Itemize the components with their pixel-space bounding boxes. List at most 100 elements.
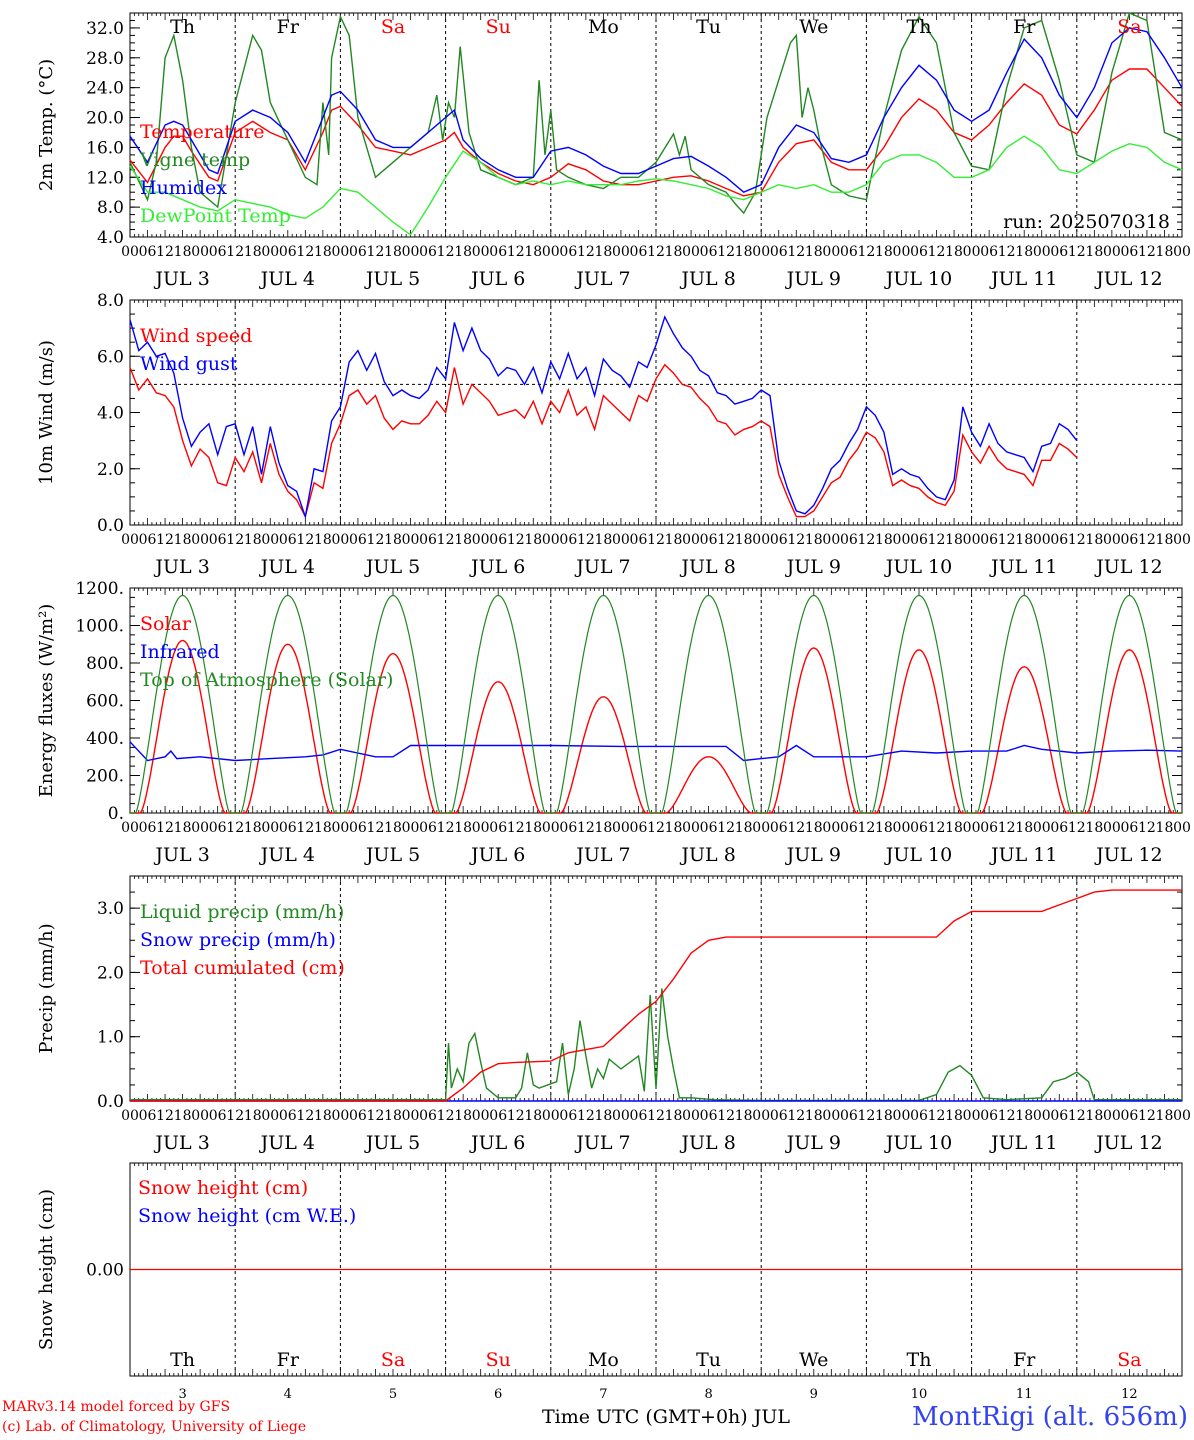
x-date-label: JUL 5 xyxy=(364,556,420,578)
x-hour-label: 06 xyxy=(910,820,928,836)
x-hour-label: 12 xyxy=(296,1108,314,1124)
x-hour-label: 18 xyxy=(1015,1108,1033,1124)
y-tick-label: 1.0 xyxy=(97,1028,124,1048)
series-line xyxy=(130,594,1182,814)
x-hour-label: 06 xyxy=(630,532,648,548)
legend-entry: Snow height (cm) xyxy=(138,1177,308,1199)
x-hour-label: 06 xyxy=(559,532,577,548)
x-hour-label: 00 xyxy=(893,820,911,836)
day-of-week-label: Fr xyxy=(1013,1349,1036,1371)
x-hour-label: 06 xyxy=(980,1108,998,1124)
x-hour-label: 12 xyxy=(1138,820,1156,836)
x-hour-label: 06 xyxy=(139,1108,157,1124)
x-hour-label: 06 xyxy=(1050,1108,1068,1124)
x-hour-label: 06 xyxy=(139,820,157,836)
x-hour-label: 00 xyxy=(1173,1108,1191,1124)
y-tick-label: 1000. xyxy=(75,617,124,637)
x-hour-label: 06 xyxy=(1120,244,1138,260)
x-hour-label: 00 xyxy=(752,244,770,260)
y-axis-label: 10m Wind (m/s) xyxy=(36,340,57,485)
x-hour-label: 18 xyxy=(314,820,332,836)
x-hour-label: 00 xyxy=(402,820,420,836)
x-hour-label: 00 xyxy=(402,532,420,548)
x-hour-label: 12 xyxy=(226,244,244,260)
x-hour-label: 18 xyxy=(735,244,753,260)
x-hour-label: 06 xyxy=(1050,532,1068,548)
x-hour-label: 00 xyxy=(963,820,981,836)
x-hour-label: 12 xyxy=(647,532,665,548)
x-hour-label: 12 xyxy=(296,244,314,260)
x-date-label: JUL 3 xyxy=(153,268,209,290)
series-line xyxy=(129,27,1183,194)
x-hour-label: 12 xyxy=(437,244,455,260)
x-hour-label: 00 xyxy=(1103,820,1121,836)
x-date-label: JUL 11 xyxy=(989,844,1057,866)
x-hour-label: 18 xyxy=(1156,244,1174,260)
x-hour-label: 12 xyxy=(1068,244,1086,260)
x-hour-label: 18 xyxy=(945,1108,963,1124)
x-hour-label: 00 xyxy=(121,532,139,548)
x-hour-label: 06 xyxy=(279,820,297,836)
x-hour-label: 00 xyxy=(1103,1108,1121,1124)
x-hour-label: 12 xyxy=(1068,1108,1086,1124)
x-hour-label: 06 xyxy=(700,532,718,548)
x-hour-label: 06 xyxy=(630,1108,648,1124)
legend-entry: Wind speed xyxy=(140,325,252,347)
x-hour-label: 00 xyxy=(261,1108,279,1124)
x-hour-label: 18 xyxy=(454,1108,472,1124)
series-line xyxy=(130,889,1182,1102)
panel-2 xyxy=(129,299,1183,526)
x-hour-label: 00 xyxy=(472,1108,490,1124)
x-hour-label: 12 xyxy=(928,820,946,836)
x-hour-label: 18 xyxy=(665,244,683,260)
x-date-label: JUL 4 xyxy=(259,1132,315,1154)
x-hour-label: 12 xyxy=(507,1108,525,1124)
x-hour-label: 18 xyxy=(524,1108,542,1124)
x-hour-label: 00 xyxy=(1033,532,1051,548)
x-hour-label: 06 xyxy=(1050,820,1068,836)
y-tick-label: 16.0 xyxy=(86,138,124,158)
x-hour-label: 00 xyxy=(963,532,981,548)
x-hour-label: 06 xyxy=(279,532,297,548)
legend-entry: Solar xyxy=(140,613,192,635)
y-axis-label: Snow height (cm) xyxy=(36,1189,57,1350)
y-tick-label: 800. xyxy=(86,654,124,674)
x-hour-label: 18 xyxy=(594,244,612,260)
x-hour-label: 12 xyxy=(367,1108,385,1124)
x-hour-label: 12 xyxy=(647,244,665,260)
x-hour-label: 12 xyxy=(367,532,385,548)
y-tick-label: 200. xyxy=(86,767,124,787)
x-hour-label: 06 xyxy=(840,244,858,260)
x-hour-label: 06 xyxy=(980,820,998,836)
y-tick-label: 0.0 xyxy=(97,516,124,536)
lab-credit: (c) Lab. of Climatology, University of L… xyxy=(2,1419,307,1435)
x-hour-label: 12 xyxy=(857,1108,875,1124)
x-hour-label: 06 xyxy=(489,1108,507,1124)
x-date-label: JUL 8 xyxy=(679,556,735,578)
legend-entry: Temperature xyxy=(140,121,264,143)
x-hour-label: 12 xyxy=(226,532,244,548)
x-date-label: JUL 9 xyxy=(785,556,841,578)
x-hour-label: 18 xyxy=(1015,244,1033,260)
x-hour-label: 00 xyxy=(963,244,981,260)
x-hour-label: 06 xyxy=(139,532,157,548)
day-of-week-label: Sa xyxy=(1117,16,1141,38)
x-hour-label: 18 xyxy=(594,820,612,836)
x-hour-label: 06 xyxy=(349,244,367,260)
y-tick-label: 2.0 xyxy=(97,963,124,983)
day-number-label: 3 xyxy=(178,1387,186,1402)
x-hour-label: 00 xyxy=(682,1108,700,1124)
x-date-label: JUL 11 xyxy=(989,1132,1057,1154)
x-date-label: JUL 3 xyxy=(153,1132,209,1154)
x-hour-label: 00 xyxy=(822,532,840,548)
x-hour-label: 12 xyxy=(507,820,525,836)
y-tick-label: 32.0 xyxy=(86,19,124,39)
x-hour-label: 12 xyxy=(787,532,805,548)
panel-1 xyxy=(129,12,1183,238)
x-hour-label: 18 xyxy=(314,1108,332,1124)
x-hour-label: 06 xyxy=(209,820,227,836)
x-date-label: JUL 6 xyxy=(469,1132,525,1154)
x-hour-label: 06 xyxy=(980,244,998,260)
x-hour-label: 00 xyxy=(612,1108,630,1124)
x-hour-label: 18 xyxy=(805,244,823,260)
